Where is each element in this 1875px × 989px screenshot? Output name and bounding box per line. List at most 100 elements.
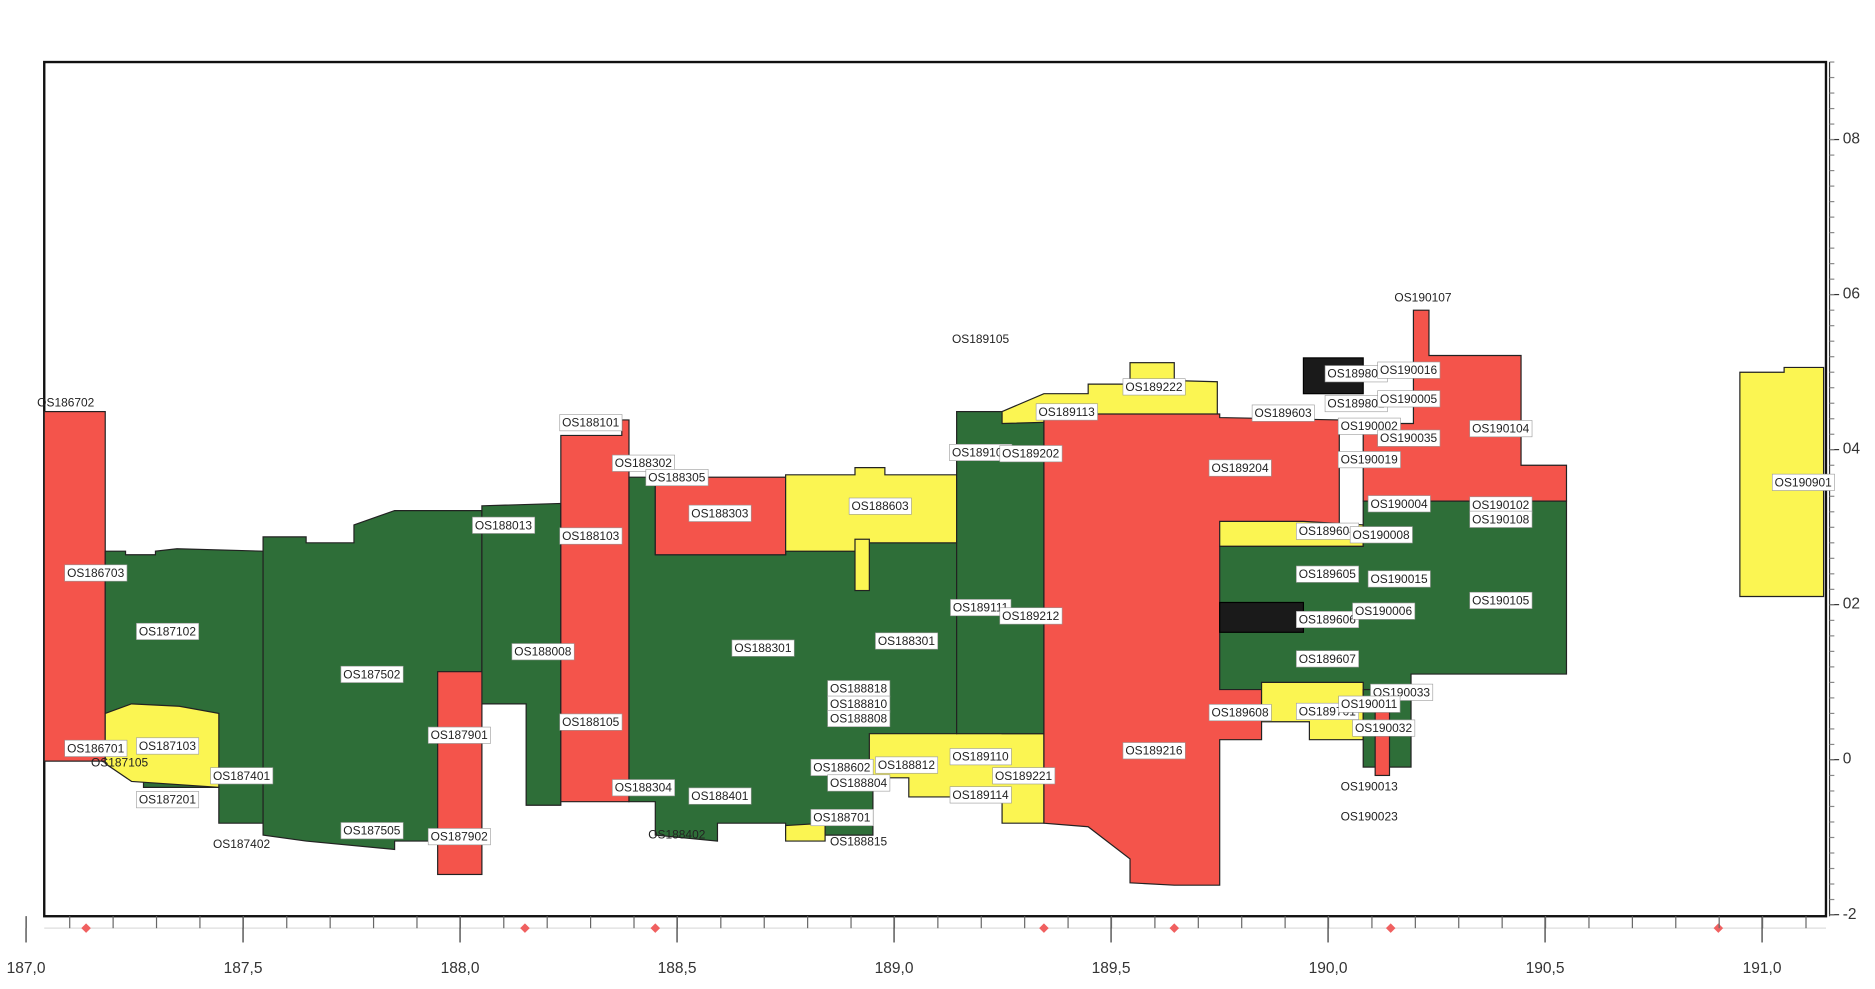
- annotation-box: [1377, 390, 1441, 408]
- x-tick-label: 187,0: [7, 960, 46, 977]
- annotation: OS187502: [343, 667, 401, 681]
- annotation: OS187105: [91, 756, 149, 770]
- x-tick-label: 188,0: [441, 960, 480, 977]
- annotation-box: [810, 809, 874, 827]
- annotation: OS187401: [213, 769, 271, 783]
- annotation-box: [1208, 459, 1272, 477]
- annotation: OS189108: [952, 446, 1010, 460]
- annotation-box: [136, 622, 200, 640]
- annotation: OS189221: [995, 769, 1053, 783]
- annotation-box: [992, 767, 1056, 785]
- annotation-box: [1296, 650, 1359, 668]
- y2-tick-label: 0: [1843, 751, 1852, 768]
- annotation: OS188818: [830, 682, 888, 696]
- annotation: OS190004: [1370, 497, 1428, 511]
- annotation: OS190016: [1380, 363, 1438, 377]
- annotation: OS188103: [562, 529, 620, 543]
- annotation: OS188304: [615, 781, 673, 795]
- annotation: OS190006: [1355, 604, 1413, 618]
- block: [43, 410, 106, 762]
- annotation-box: [949, 748, 1012, 766]
- annotation-box: [1208, 704, 1272, 722]
- annotation: OS188810: [830, 697, 888, 711]
- annotation: OS188303: [691, 506, 749, 520]
- annotation: OS188301: [734, 641, 792, 655]
- annotation-box: [210, 767, 274, 785]
- annotation-box: [1377, 429, 1441, 447]
- annotation-box: [848, 497, 912, 515]
- annotation-box: [559, 414, 623, 432]
- annotation: OS188401: [691, 789, 749, 803]
- annotation-box: [1352, 719, 1416, 737]
- y2-tick-label: -2: [1843, 906, 1857, 923]
- annotation: OS189105: [952, 332, 1010, 346]
- annotation: OS188603: [852, 499, 910, 513]
- annotation-box: [645, 469, 709, 487]
- annotation: OS188301: [878, 634, 936, 648]
- annotation-box: [1296, 565, 1359, 583]
- annotation-box: [1377, 361, 1441, 379]
- marker: [1169, 923, 1180, 933]
- annotation-box: [1122, 378, 1186, 396]
- annotation-box: [64, 564, 128, 582]
- annotation-box: [1469, 591, 1533, 609]
- annotation: OS189110: [952, 750, 1009, 764]
- annotation: OS189603: [1255, 406, 1313, 420]
- annotation: OS190005: [1380, 392, 1438, 406]
- marker: [1713, 923, 1724, 933]
- annotation-box: [1352, 602, 1416, 620]
- annotation: OS186703: [67, 566, 125, 580]
- annotation: OS190008: [1353, 528, 1411, 542]
- annotation-box: [1337, 451, 1401, 469]
- annotation: OS189606: [1299, 613, 1357, 627]
- annotation: OS189607: [1299, 652, 1357, 666]
- annotation: OS188701: [813, 811, 871, 825]
- annotation: OS190108: [1472, 512, 1530, 526]
- annotation-box: [875, 756, 939, 774]
- annotation-box: [1251, 404, 1315, 422]
- block: [956, 410, 1045, 735]
- annotation: OS187103: [139, 739, 197, 753]
- annotation: OS188101: [562, 416, 620, 430]
- annotation: OS188013: [475, 518, 533, 532]
- annotation: OS188305: [648, 471, 706, 485]
- block: [560, 419, 630, 803]
- annotation: OS190011: [1341, 697, 1398, 711]
- annotation-box: [1771, 473, 1835, 491]
- annotation: OS187402: [213, 837, 271, 851]
- annotation: OS188008: [514, 645, 572, 659]
- x-tick-label: 190,5: [1526, 960, 1565, 977]
- annotation-box: [136, 737, 200, 755]
- marker: [1385, 923, 1396, 933]
- annotation: OS187201: [139, 793, 197, 807]
- annotation-box: [1367, 570, 1431, 588]
- annotation: OS188402: [648, 827, 706, 841]
- annotation-box: [1367, 495, 1431, 513]
- annotation-box: [1035, 403, 1098, 421]
- y2-tick-label: 02: [1843, 596, 1860, 613]
- annotation: OS186701: [67, 741, 125, 755]
- annotation-box: [1469, 510, 1533, 528]
- annotation-box: [427, 828, 491, 846]
- annotation: OS188812: [878, 758, 936, 772]
- annotation: OS190901: [1775, 475, 1833, 489]
- annotation: OS187901: [431, 728, 489, 742]
- annotation-box: [559, 713, 623, 731]
- annotation: OS189608: [1211, 706, 1269, 720]
- annotation: OS189113: [1039, 405, 1096, 419]
- annotation: OS189801: [1327, 397, 1385, 411]
- annotation-box: [731, 639, 795, 657]
- annotation: OS189604: [1299, 524, 1357, 538]
- annotation-box: [827, 710, 891, 728]
- y2-tick-label: 08: [1843, 131, 1860, 148]
- annotation-box: [136, 791, 200, 809]
- annotation: OS189802: [1327, 367, 1385, 381]
- annotation: OS190107: [1394, 290, 1452, 304]
- annotation: OS189111: [953, 601, 1009, 615]
- y2-tick-label: 06: [1843, 286, 1860, 303]
- annotation: OS187902: [431, 830, 489, 844]
- annotation: OS190035: [1380, 431, 1438, 445]
- annotation-box: [612, 779, 675, 797]
- annotation: OS190105: [1472, 593, 1530, 607]
